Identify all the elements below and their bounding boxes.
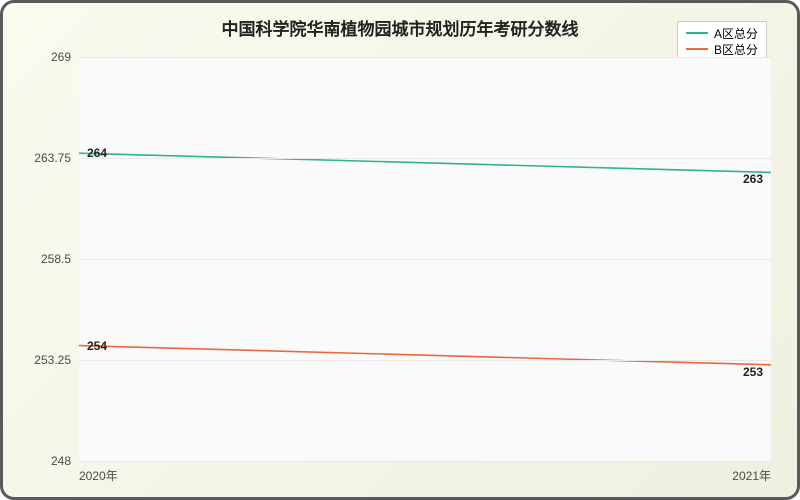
legend-label-b: B区总分	[714, 41, 758, 58]
series-line	[79, 346, 771, 365]
y-tick-label: 253.25	[34, 353, 79, 367]
plot-area: 248253.25258.5263.752692020年2021年2642632…	[79, 57, 771, 461]
legend-item-b: B区总分	[686, 41, 758, 57]
x-tick-label: 2021年	[732, 461, 771, 484]
chart-container: 中国科学院华南植物园城市规划历年考研分数线 A区总分 B区总分 248253.2…	[0, 0, 800, 500]
legend-swatch-a	[686, 32, 708, 34]
data-label: 264	[85, 146, 109, 160]
series-line	[79, 153, 771, 172]
x-tick-label: 2020年	[79, 461, 118, 484]
gridline	[79, 461, 771, 462]
y-tick-label: 263.75	[34, 151, 79, 165]
gridline	[79, 158, 771, 159]
y-tick-label: 248	[51, 454, 79, 468]
gridline	[79, 360, 771, 361]
data-label: 253	[741, 365, 765, 379]
gridline	[79, 57, 771, 58]
gridline	[79, 259, 771, 260]
legend-label-a: A区总分	[714, 25, 758, 42]
data-label: 254	[85, 339, 109, 353]
y-tick-label: 258.5	[41, 252, 79, 266]
legend: A区总分 B区总分	[677, 21, 767, 61]
legend-swatch-b	[686, 48, 708, 50]
y-tick-label: 269	[51, 50, 79, 64]
legend-item-a: A区总分	[686, 25, 758, 41]
data-label: 263	[741, 172, 765, 186]
